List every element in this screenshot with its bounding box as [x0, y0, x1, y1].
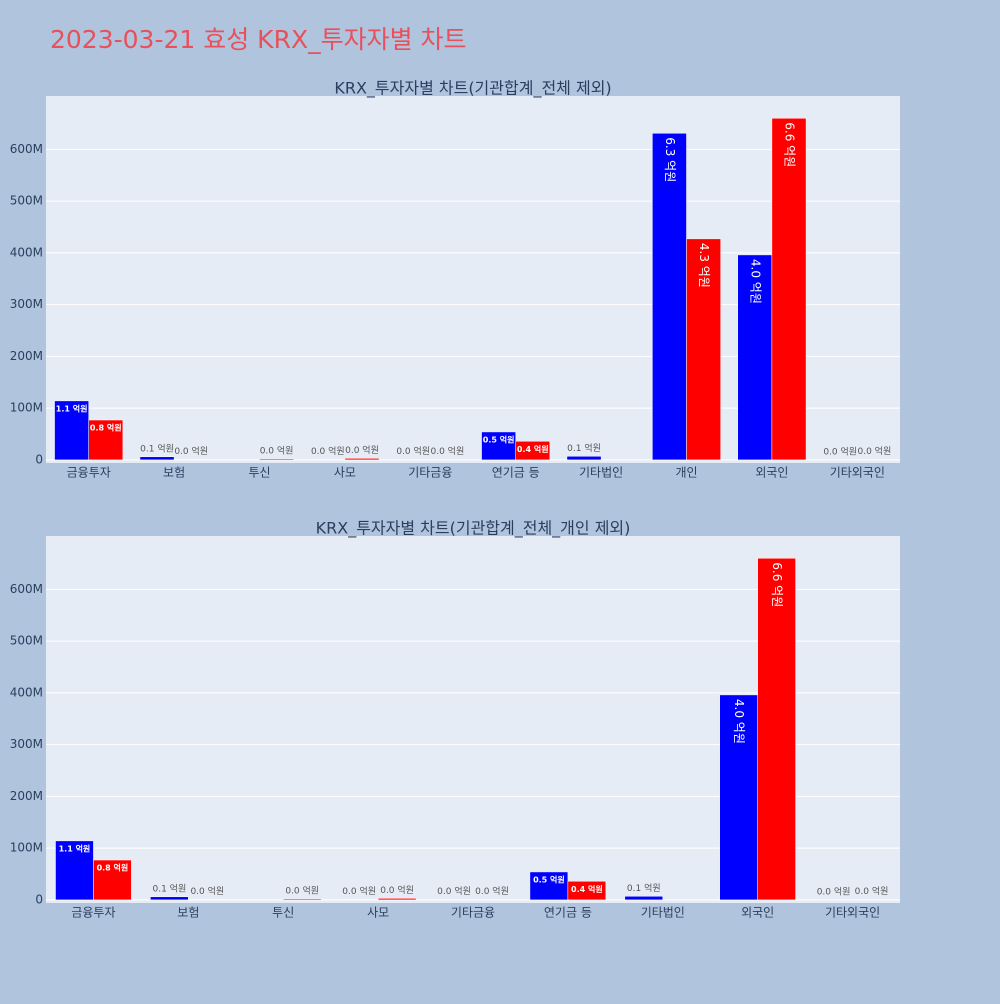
value-label: 0.8 억원	[90, 423, 122, 433]
x-tick-label: 보험	[163, 466, 185, 480]
y-tick-label: 0	[35, 452, 43, 466]
x-tick-label: 기타외국인	[830, 466, 885, 480]
value-label: 0.1 억원	[140, 442, 174, 454]
y-tick-label: 100M	[10, 841, 43, 855]
y-tick-label: 400M	[10, 685, 43, 699]
y-tick-label: 600M	[10, 582, 43, 596]
y-tick-label: 400M	[10, 245, 43, 259]
bar	[150, 897, 188, 900]
value-label: 6.6 억원	[782, 122, 796, 167]
value-label: 0.0 억원	[285, 884, 319, 896]
x-tick-label: 외국인	[741, 906, 774, 920]
value-label: 0.5 억원	[483, 434, 515, 444]
x-tick-label: 연기금 등	[544, 906, 592, 920]
value-label: 0.0 억원	[855, 885, 889, 897]
chart-title: KRX_투자자별 차트(기관합계_전체 제외)	[334, 79, 611, 99]
value-label: 0.1 억원	[627, 882, 661, 894]
value-label: 0.0 억원	[345, 444, 379, 456]
bar	[625, 896, 663, 900]
value-label: 0.0 억원	[396, 445, 430, 457]
x-tick-label: 금융투자	[71, 906, 115, 920]
value-label: 0.0 억원	[190, 885, 224, 897]
value-label: 0.0 억원	[174, 445, 208, 457]
bar	[140, 457, 174, 460]
value-label: 1.1 억원	[56, 403, 88, 413]
y-tick-label: 300M	[10, 737, 43, 751]
value-label: 0.0 억원	[260, 444, 294, 456]
y-tick-label: 100M	[10, 401, 43, 415]
x-tick-label: 보험	[177, 906, 199, 920]
bar	[345, 458, 379, 460]
x-tick-label: 투신	[272, 906, 294, 920]
value-label: 0.1 억원	[567, 442, 601, 454]
value-label: 0.4 억원	[571, 884, 603, 894]
value-label: 0.0 억원	[431, 445, 465, 457]
y-tick-label: 0	[35, 892, 43, 906]
bar	[260, 459, 294, 460]
x-tick-label: 사모	[367, 906, 389, 920]
chart-title: KRX_투자자별 차트(기관합계_전체_개인 제외)	[316, 519, 631, 539]
x-tick-label: 외국인	[755, 466, 788, 480]
x-tick-label: 기타외국인	[825, 906, 880, 920]
value-label: 6.3 억원	[663, 137, 677, 182]
value-label: 4.0 억원	[732, 699, 746, 744]
x-tick-label: 기타법인	[641, 906, 685, 920]
value-label: 0.0 억원	[858, 445, 892, 457]
bar	[378, 898, 416, 900]
value-label: 0.0 억원	[817, 885, 851, 897]
x-tick-label: 금융투자	[67, 466, 111, 480]
x-tick-label: 기타금융	[408, 466, 452, 480]
bar	[652, 133, 686, 460]
value-label: 0.0 억원	[823, 445, 857, 457]
bar	[772, 118, 806, 460]
x-tick-label: 투신	[248, 466, 270, 480]
value-label: 0.0 억원	[311, 445, 345, 457]
value-label: 0.1 억원	[152, 882, 186, 894]
y-tick-label: 200M	[10, 789, 43, 803]
y-tick-label: 500M	[10, 634, 43, 648]
value-label: 1.1 억원	[59, 843, 91, 853]
page-title: 2023-03-21 효성 KRX_투자자별 차트	[50, 25, 467, 54]
y-tick-label: 300M	[10, 297, 43, 311]
x-tick-label: 사모	[334, 466, 356, 480]
bar	[567, 456, 601, 460]
bar	[283, 899, 321, 900]
bar	[758, 558, 796, 900]
y-tick-label: 500M	[10, 194, 43, 208]
value-label: 6.6 억원	[770, 562, 784, 607]
value-label: 0.4 억원	[517, 444, 549, 454]
x-tick-label: 기타금융	[451, 906, 495, 920]
value-label: 0.0 억원	[380, 884, 414, 896]
y-tick-label: 200M	[10, 349, 43, 363]
y-tick-label: 600M	[10, 142, 43, 156]
value-label: 4.3 억원	[697, 243, 711, 288]
value-label: 4.0 억원	[748, 259, 762, 304]
value-label: 0.0 억원	[437, 885, 471, 897]
x-tick-label: 연기금 등	[492, 466, 540, 480]
value-label: 0.0 억원	[475, 885, 509, 897]
x-tick-label: 기타법인	[579, 466, 623, 480]
value-label: 0.5 억원	[533, 874, 565, 884]
x-tick-label: 개인	[675, 466, 697, 480]
value-label: 0.0 억원	[342, 885, 376, 897]
value-label: 0.8 억원	[97, 863, 129, 873]
